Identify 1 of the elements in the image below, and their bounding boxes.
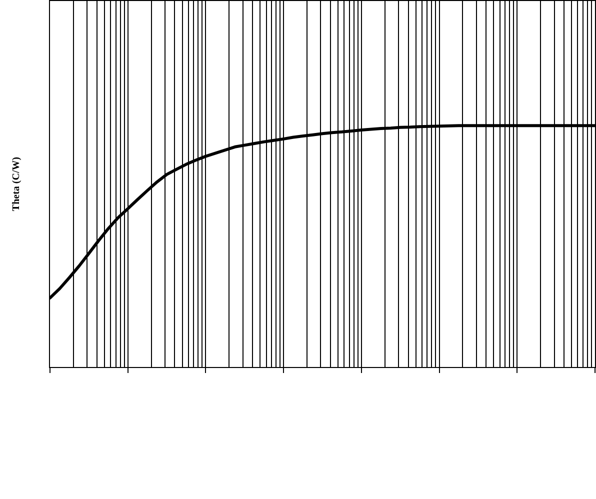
y-axis-title: Theta (C/W) <box>11 156 22 212</box>
